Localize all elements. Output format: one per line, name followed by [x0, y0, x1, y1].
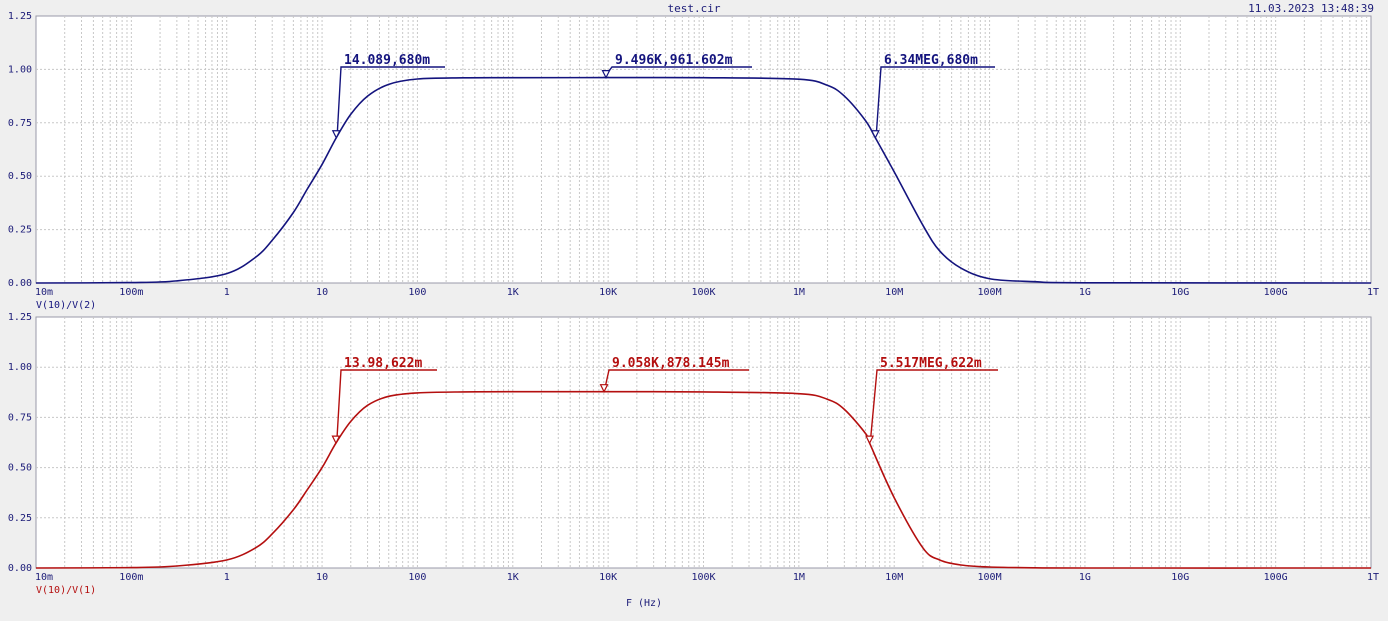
y-tick-label: 0.00: [8, 278, 32, 289]
cursor-annotation: 6.34MEG,680m: [870, 53, 995, 140]
x-tick-label: 10K: [599, 572, 617, 583]
annotation-label: 9.496K,961.602m: [615, 53, 733, 68]
cursor-annotation: 9.058K,878.145m: [599, 356, 749, 394]
annotation-label: 9.058K,878.145m: [612, 356, 730, 371]
annotation-marker-arrow: [870, 130, 880, 140]
trace-legend-label: V(10)/V(2): [36, 300, 96, 311]
annotation-marker-arrow: [865, 435, 875, 445]
x-tick-label: 1: [224, 287, 230, 298]
y-tick-label: 1.25: [8, 11, 32, 22]
y-tick-label: 1.25: [8, 312, 32, 323]
y-tick-label: 0.50: [8, 463, 32, 474]
cursor-annotation: 14.089,680m: [331, 53, 445, 140]
cursor-annotation: 13.98,622m: [331, 356, 437, 445]
x-tick-label: 10K: [599, 287, 617, 298]
x-tick-label: 100M: [978, 287, 1002, 298]
y-tick-label: 1.00: [8, 362, 32, 373]
annotation-marker-arrow: [331, 435, 341, 445]
x-tick-label: 1K: [507, 572, 519, 583]
y-tick-label: 0.25: [8, 513, 32, 524]
cursor-annotation: 9.496K,961.602m: [601, 53, 752, 79]
x-tick-label: 1M: [793, 572, 805, 583]
x-tick-label: 100M: [978, 572, 1002, 583]
annotation-label: 6.34MEG,680m: [884, 53, 978, 68]
x-axis-title: F (Hz): [626, 598, 662, 609]
timestamp: 11.03.2023 13:48:39: [1248, 2, 1374, 15]
annotation-leader-line: [875, 66, 995, 134]
plot-panel-2: 0.00 0.25 0.50 0.75 1.00 1.25 10m 100m 1 10 100 1K 1…: [8, 312, 1379, 609]
y-tick-label: 0.75: [8, 412, 32, 423]
x-tick-label: 1T: [1367, 572, 1379, 583]
x-tick-label: 10: [316, 287, 328, 298]
trace-legend-label: V(10)/V(1): [36, 585, 96, 596]
x-tick-label: 10G: [1171, 287, 1189, 298]
x-tick-label: 100K: [691, 287, 715, 298]
y-tick-label: 1.00: [8, 64, 32, 75]
x-tick-label: 100: [408, 287, 426, 298]
trace-line: [35, 390, 1372, 569]
annotation-label: 13.98,622m: [344, 356, 422, 371]
x-tick-label: 10: [316, 572, 328, 583]
x-tick-label: 10M: [885, 572, 903, 583]
chart-title: test.cir: [667, 2, 721, 15]
cursor-annotation: 5.517MEG,622m: [865, 356, 998, 445]
x-tick-label: 10m: [35, 287, 53, 298]
annotation-label: 5.517MEG,622m: [880, 356, 982, 371]
trace-line: [35, 76, 1372, 284]
x-tick-label: 10m: [35, 572, 53, 583]
annotation-leader-line: [604, 369, 749, 388]
annotation-label: 14.089,680m: [344, 53, 430, 68]
annotation-leader-line: [336, 66, 445, 134]
x-tick-label: 1K: [507, 287, 519, 298]
x-tick-label: 100G: [1264, 287, 1288, 298]
x-tick-label: 100m: [119, 572, 143, 583]
x-tick-label: 1G: [1079, 572, 1091, 583]
y-tick-label: 0.00: [8, 563, 32, 574]
x-tick-label: 100m: [119, 287, 143, 298]
x-tick-label: 100K: [691, 572, 715, 583]
x-tick-label: 100G: [1264, 572, 1288, 583]
annotation-leader-line: [336, 369, 437, 440]
x-tick-label: 1M: [793, 287, 805, 298]
x-tick-label: 10M: [885, 287, 903, 298]
y-tick-label: 0.25: [8, 225, 32, 236]
annotation-marker-arrow: [331, 130, 341, 140]
annotation-leader-line: [869, 369, 998, 440]
x-tick-label: 100: [408, 572, 426, 583]
x-tick-label: 10G: [1171, 572, 1189, 583]
annotation-marker-arrow: [599, 384, 609, 394]
y-tick-label: 0.75: [8, 118, 32, 129]
x-tick-label: 1T: [1367, 287, 1379, 298]
x-tick-label: 1: [224, 572, 230, 583]
x-tick-label: 1G: [1079, 287, 1091, 298]
annotation-marker-arrow: [601, 70, 611, 79]
y-tick-label: 0.50: [8, 171, 32, 182]
plot-panel-1: 0.00 0.25 0.50 0.75 1.00 1.25 10m 100m 1 10 100 1K 1…: [8, 11, 1379, 311]
